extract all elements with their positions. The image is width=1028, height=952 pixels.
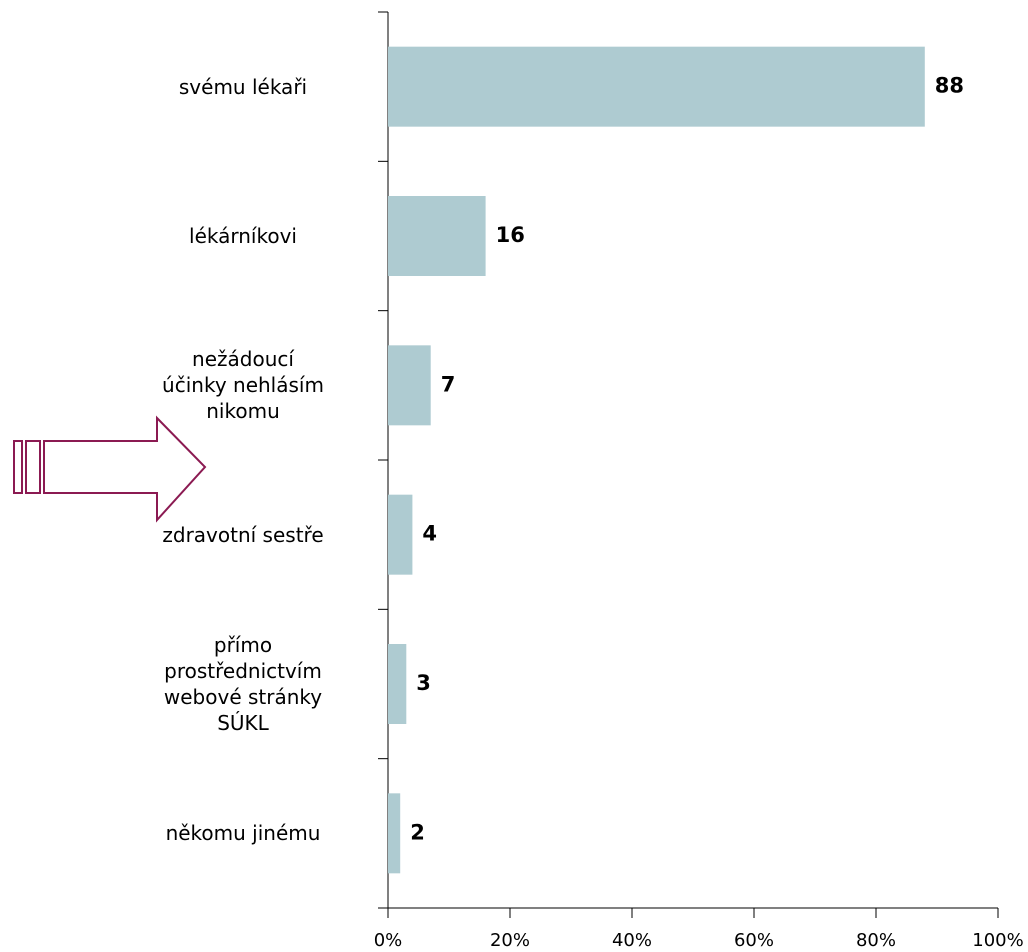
value-label: 7 xyxy=(441,372,456,396)
bar xyxy=(388,196,486,276)
category-label: lékárníkovi xyxy=(189,224,297,248)
x-tick-label: 100% xyxy=(972,930,1023,951)
category-label: zdravotní sestře xyxy=(162,522,324,547)
bar xyxy=(388,644,407,724)
category-label: svému lékaři xyxy=(178,74,308,99)
x-tick-label: 20% xyxy=(490,930,530,951)
x-tick-label: 40% xyxy=(612,930,652,951)
category-label: nežádoucí účinky nehlásím nikomu xyxy=(162,347,324,424)
bar xyxy=(388,494,413,575)
value-label: 16 xyxy=(496,223,525,247)
x-tick-label: 80% xyxy=(856,930,896,951)
x-tick-label: 0% xyxy=(374,930,403,951)
arrow xyxy=(13,415,207,523)
bar xyxy=(388,345,431,426)
bar xyxy=(388,793,401,874)
x-tick-label: 60% xyxy=(734,930,774,951)
value-label: 4 xyxy=(422,522,437,546)
value-label: 2 xyxy=(410,820,425,844)
category-label: někomu jinému xyxy=(165,821,321,846)
value-label: 3 xyxy=(416,671,431,695)
category-label: přímo prostřednictvím webové stránky SÚK… xyxy=(163,633,323,735)
bar xyxy=(388,46,925,127)
value-label: 88 xyxy=(935,74,964,98)
